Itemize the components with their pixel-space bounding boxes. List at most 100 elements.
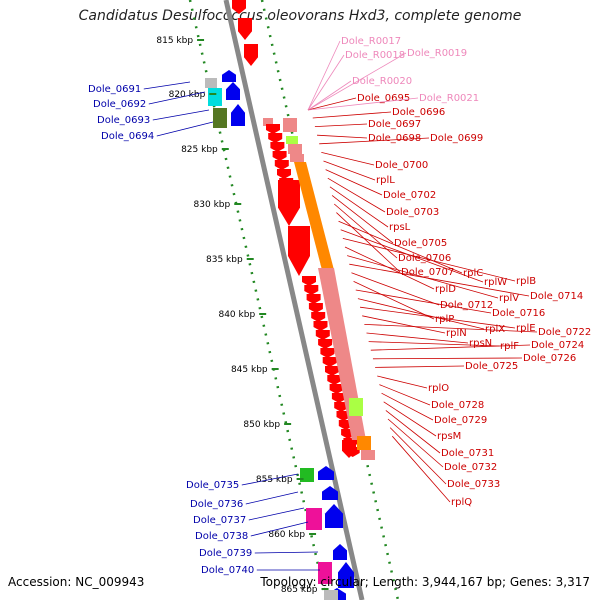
gene-label-right[interactable]: Dole_0703 bbox=[386, 207, 439, 218]
backbone-line bbox=[223, 0, 365, 600]
feature-arrow bbox=[270, 142, 285, 152]
gene-leader-line bbox=[312, 111, 392, 119]
gene-label-right[interactable]: Dole_0702 bbox=[383, 190, 436, 201]
gene-label-right[interactable]: rplN bbox=[446, 328, 467, 339]
feature-block bbox=[286, 136, 298, 144]
feature-arrow bbox=[308, 303, 323, 313]
gene-label-right[interactable]: rplW bbox=[484, 277, 507, 288]
gene-label-right[interactable]: Dole_0722 bbox=[538, 327, 591, 338]
gene-label-right[interactable]: Dole_0733 bbox=[447, 479, 500, 490]
scale-tick-label: 820 kbp bbox=[169, 90, 206, 100]
feature-block bbox=[294, 162, 334, 270]
feature-arrow bbox=[272, 151, 287, 161]
gene-label-right[interactable]: Dole_0728 bbox=[431, 400, 484, 411]
gene-label-right[interactable]: rpsL bbox=[389, 222, 411, 233]
gene-label-right[interactable]: Dole_0724 bbox=[531, 340, 584, 351]
gene-label-right[interactable]: Dole_0705 bbox=[394, 238, 447, 249]
feature-arrow bbox=[244, 44, 258, 66]
gene-label-left[interactable]: Dole_0740 bbox=[201, 565, 254, 576]
scale-tick-label: 850 kbp bbox=[243, 420, 280, 430]
gene-label-right[interactable]: rplD bbox=[435, 284, 456, 295]
gene-label-right[interactable]: Dole_0698 bbox=[368, 133, 421, 144]
feature-block bbox=[213, 108, 227, 128]
map-title: Candidatus Desulfococcus oleovorans Hxd3… bbox=[78, 8, 522, 24]
scale-tick-label: 825 kbp bbox=[181, 145, 218, 155]
feature-block bbox=[318, 562, 332, 584]
feature-arrow bbox=[277, 169, 291, 179]
gene-label-right[interactable]: rplB bbox=[516, 276, 536, 287]
feature-arrow bbox=[334, 402, 349, 412]
gene-label-right[interactable]: Dole_0729 bbox=[434, 415, 487, 426]
gene-label-right[interactable]: rplV bbox=[499, 293, 519, 304]
gene-label-right[interactable]: Dole_0696 bbox=[392, 107, 445, 118]
gene-label-right[interactable]: Dole_0699 bbox=[430, 133, 483, 144]
feature-arrow bbox=[318, 466, 334, 480]
gene-label-right[interactable]: Dole_0716 bbox=[492, 308, 545, 319]
gene-label-right[interactable]: Dole_0726 bbox=[523, 353, 576, 364]
gene-leader-line bbox=[349, 263, 530, 297]
gene-label-left[interactable]: Dole_0692 bbox=[93, 99, 146, 110]
gene-label-left[interactable]: Dole_0739 bbox=[199, 548, 252, 559]
gene-leader-line bbox=[323, 160, 376, 181]
gene-label-left[interactable]: Dole_0693 bbox=[97, 115, 150, 126]
gene-label-right[interactable]: rplC bbox=[463, 268, 483, 279]
gene-label-right[interactable]: rplX bbox=[485, 324, 505, 335]
gene-leader-line bbox=[372, 357, 523, 360]
gene-label-right[interactable]: rpsM bbox=[437, 431, 461, 442]
gene-label-right[interactable]: Dole_0732 bbox=[444, 462, 497, 473]
gene-label-right[interactable]: rplL bbox=[376, 175, 395, 186]
gene-label-right[interactable]: Dole_0714 bbox=[530, 291, 583, 302]
gene-label-right[interactable]: Dole_0725 bbox=[465, 361, 518, 372]
gene-label-left[interactable]: Dole_0738 bbox=[195, 531, 248, 542]
scale-tick-label: 865 kbp bbox=[281, 585, 318, 595]
scale-tick-label: 840 kbp bbox=[218, 310, 255, 320]
gene-leader-line bbox=[359, 306, 516, 329]
gene-leader-line bbox=[307, 97, 419, 111]
gene-label-left[interactable]: Dole_0737 bbox=[193, 515, 246, 526]
gene-leader-line bbox=[342, 238, 516, 282]
gene-label-right[interactable]: Dole_0697 bbox=[368, 119, 421, 130]
gene-leader-line bbox=[317, 134, 368, 139]
gene-leader-line bbox=[319, 137, 430, 145]
gene-label-right[interactable]: Dole_0731 bbox=[441, 448, 494, 459]
gene-leader-line bbox=[325, 169, 383, 196]
feature-block bbox=[324, 590, 338, 600]
topology-text: Topology: circular; Length: 3,944,167 bp… bbox=[260, 575, 590, 589]
gene-leader-line bbox=[366, 332, 469, 344]
gene-leader-line bbox=[156, 121, 214, 137]
feature-arrow bbox=[342, 440, 356, 458]
gene-label-left[interactable]: Dole_0736 bbox=[190, 499, 243, 510]
feature-block bbox=[318, 268, 366, 440]
gene-leader-line bbox=[307, 80, 352, 111]
gene-label-right[interactable]: rpsN bbox=[469, 338, 492, 349]
gene-label-right[interactable]: Dole_R0021 bbox=[419, 93, 479, 104]
gene-leader-line bbox=[338, 220, 463, 274]
feature-arrow bbox=[320, 348, 335, 358]
gene-leader-line bbox=[385, 410, 441, 454]
gene-label-left[interactable]: Dole_0694 bbox=[101, 131, 154, 142]
gene-label-right[interactable]: Dole_0712 bbox=[440, 300, 493, 311]
gene-label-right[interactable]: Dole_0700 bbox=[375, 160, 428, 171]
scale-tick-label: 855 kbp bbox=[256, 475, 293, 485]
gene-label-right[interactable]: Dole_R0020 bbox=[352, 76, 412, 87]
gene-label-right[interactable]: rplQ bbox=[451, 497, 472, 508]
gene-label-right[interactable]: Dole_0707 bbox=[401, 267, 454, 278]
feature-arrow bbox=[315, 330, 330, 340]
gene-leader-line bbox=[143, 81, 191, 90]
gene-label-right[interactable]: Dole_R0018 bbox=[345, 50, 405, 61]
gene-label-right[interactable]: rplF bbox=[500, 341, 519, 352]
gene-leader-line bbox=[314, 123, 368, 127]
gene-label-right[interactable]: rplO bbox=[428, 383, 449, 394]
gene-label-left[interactable]: Dole_0735 bbox=[186, 480, 239, 491]
feature-arrow bbox=[288, 226, 310, 276]
feature-block bbox=[357, 436, 371, 450]
gene-label-right[interactable]: rplE bbox=[516, 323, 536, 334]
feature-block bbox=[288, 144, 302, 154]
gene-label-left[interactable]: Dole_0691 bbox=[88, 84, 141, 95]
gene-label-right[interactable]: Dole_0695 bbox=[357, 93, 410, 104]
gene-leader-line bbox=[368, 341, 500, 347]
gene-label-right[interactable]: Dole_R0019 bbox=[407, 48, 467, 59]
gene-label-right[interactable]: Dole_R0017 bbox=[341, 36, 401, 47]
gene-leader-line bbox=[375, 365, 465, 368]
